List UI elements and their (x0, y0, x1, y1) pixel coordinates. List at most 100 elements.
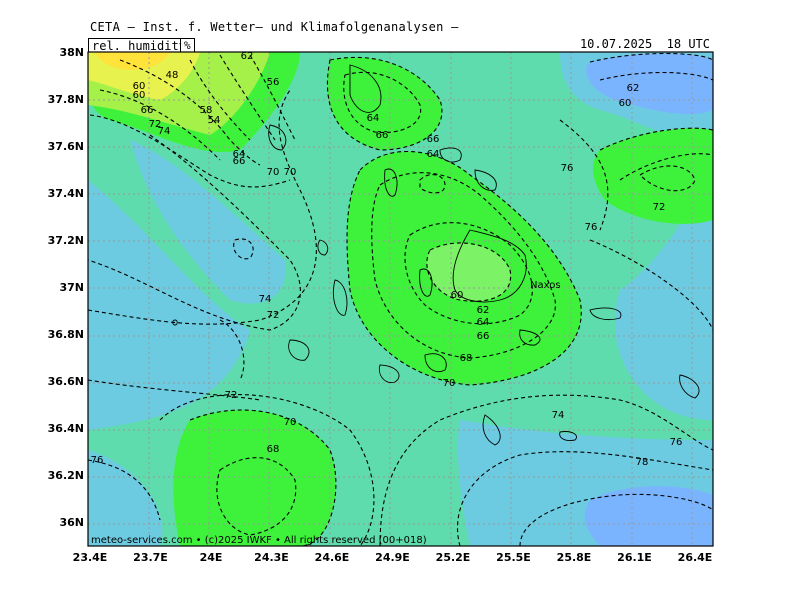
lat-tick-label: 36.4N (48, 422, 84, 435)
island-mykonos (474, 169, 497, 191)
contour-line (639, 165, 696, 192)
grid-lines (88, 52, 713, 546)
lon-tick-label: 23.7E (133, 551, 168, 564)
blue-region-southeast (584, 486, 713, 546)
lon-tick-label: 26.4E (678, 551, 713, 564)
contour-value-label: 60 (133, 90, 146, 101)
contour-line (404, 222, 533, 325)
cyan-region-southwest (88, 450, 163, 546)
contour-value-label: 76 (561, 163, 574, 174)
latitude-axis: 38N 37.8N 37.6N 37.4N 37.2N 37N 36.8N 36.6N 36.4… (48, 46, 84, 529)
contour-line (119, 59, 261, 166)
contour-line (559, 119, 609, 231)
contour-line (371, 172, 556, 359)
contour-line (89, 114, 291, 188)
contour-line (88, 459, 161, 521)
orange-yellow-region (95, 52, 170, 70)
contour-value-label: 66 (233, 156, 246, 167)
island-syros (384, 168, 398, 197)
contour-line (379, 394, 713, 546)
contour-line (456, 451, 713, 546)
contour-value-label: 58 (200, 105, 213, 116)
contour-line (426, 242, 512, 302)
coastlines (172, 64, 700, 446)
contour-line (589, 52, 713, 63)
island-kea (268, 124, 287, 151)
contour-value-label: 60 (619, 98, 632, 109)
lat-tick-label: 37N (59, 281, 84, 294)
lon-tick-label: 26.1E (617, 551, 652, 564)
contour-value-label: 70 (267, 167, 280, 178)
contour-line (589, 239, 713, 331)
contour-value-label: 74 (158, 126, 171, 137)
lat-tick-label: 36.8N (48, 328, 84, 341)
lon-tick-label: 24E (200, 551, 223, 564)
lat-tick-label: 36.2N (48, 469, 84, 482)
island-andros (349, 64, 382, 113)
contour-line (189, 59, 251, 141)
contour-value-label: 62 (627, 83, 640, 94)
contour-value-label: 72 (653, 202, 666, 213)
lat-tick-label: 37.8N (48, 93, 84, 106)
contour-line (599, 127, 713, 151)
cyan-region-east (614, 160, 713, 420)
place-label-naxos: Naxos (530, 280, 561, 291)
valid-time: 10.07.2025 18 UTC (579, 37, 710, 51)
contour-value-label: 62 (477, 305, 490, 316)
lon-tick-label: 24.9E (375, 551, 410, 564)
lat-tick-label: 37.6N (48, 140, 84, 153)
contour-line (599, 72, 713, 81)
contour-value-label: 66 (477, 331, 490, 342)
contour-line (326, 56, 443, 151)
lat-tick-label: 37.2N (48, 234, 84, 247)
contour-line (216, 457, 297, 536)
contour-value-label: 78 (636, 457, 649, 468)
blue-region-northeast (586, 53, 713, 115)
lat-tick-label: 36.6N (48, 375, 84, 388)
contour-line (88, 134, 301, 331)
contour-line (88, 89, 317, 325)
lon-tick-label: 23.4E (73, 551, 108, 564)
contour-line (99, 89, 221, 161)
contour-value-label: 64 (427, 149, 440, 160)
contour-value-label: 76 (585, 222, 598, 233)
contour-value-label: 68 (460, 353, 473, 364)
island-tinos (439, 147, 462, 163)
island-ios (424, 353, 447, 373)
lon-tick-label: 24.3E (254, 551, 289, 564)
contour-line (88, 379, 261, 401)
contour-value-label: 70 (284, 417, 297, 428)
island-tiny (172, 319, 178, 326)
copyright-notice: meteo-services.com • (c)2025 IWKF • All … (91, 535, 427, 546)
contour-line (346, 150, 582, 386)
contour-value-label: 76 (670, 437, 683, 448)
contour-value-label: 70 (284, 167, 297, 178)
contour-value-label: 72 (149, 119, 162, 130)
lightgreen-region-naxos (426, 242, 511, 302)
contour-value-label: 60 (133, 81, 146, 92)
island-paros (419, 268, 433, 297)
contour-value-label: 54 (208, 115, 221, 126)
lon-tick-label: 24.6E (315, 551, 350, 564)
contour-value-label: 56 (267, 77, 280, 88)
contour-value-label: 66 (427, 134, 440, 145)
lat-tick-label: 38N (59, 46, 84, 59)
lat-tick-label: 37.4N (48, 187, 84, 200)
contour-line (219, 54, 276, 141)
contour-line (343, 71, 422, 134)
lon-tick-label: 25.8E (557, 551, 592, 564)
contour-line (249, 54, 296, 141)
contour-value-label: 64 (233, 149, 246, 160)
contour-value-label: 66 (141, 105, 154, 116)
lat-tick-label: 36N (59, 516, 84, 529)
contour-line (519, 493, 713, 546)
green-region-east (593, 128, 713, 224)
island-kythnos (317, 239, 329, 256)
island-santorini (482, 414, 501, 446)
contour-value-label: 66 (376, 130, 389, 141)
chart-title: CETA — Inst. f. Wetter— und Klimafolgena… (90, 20, 459, 34)
island-amorgos (589, 307, 622, 321)
lon-tick-label: 25.5E (496, 551, 531, 564)
island-naxos (452, 229, 527, 303)
